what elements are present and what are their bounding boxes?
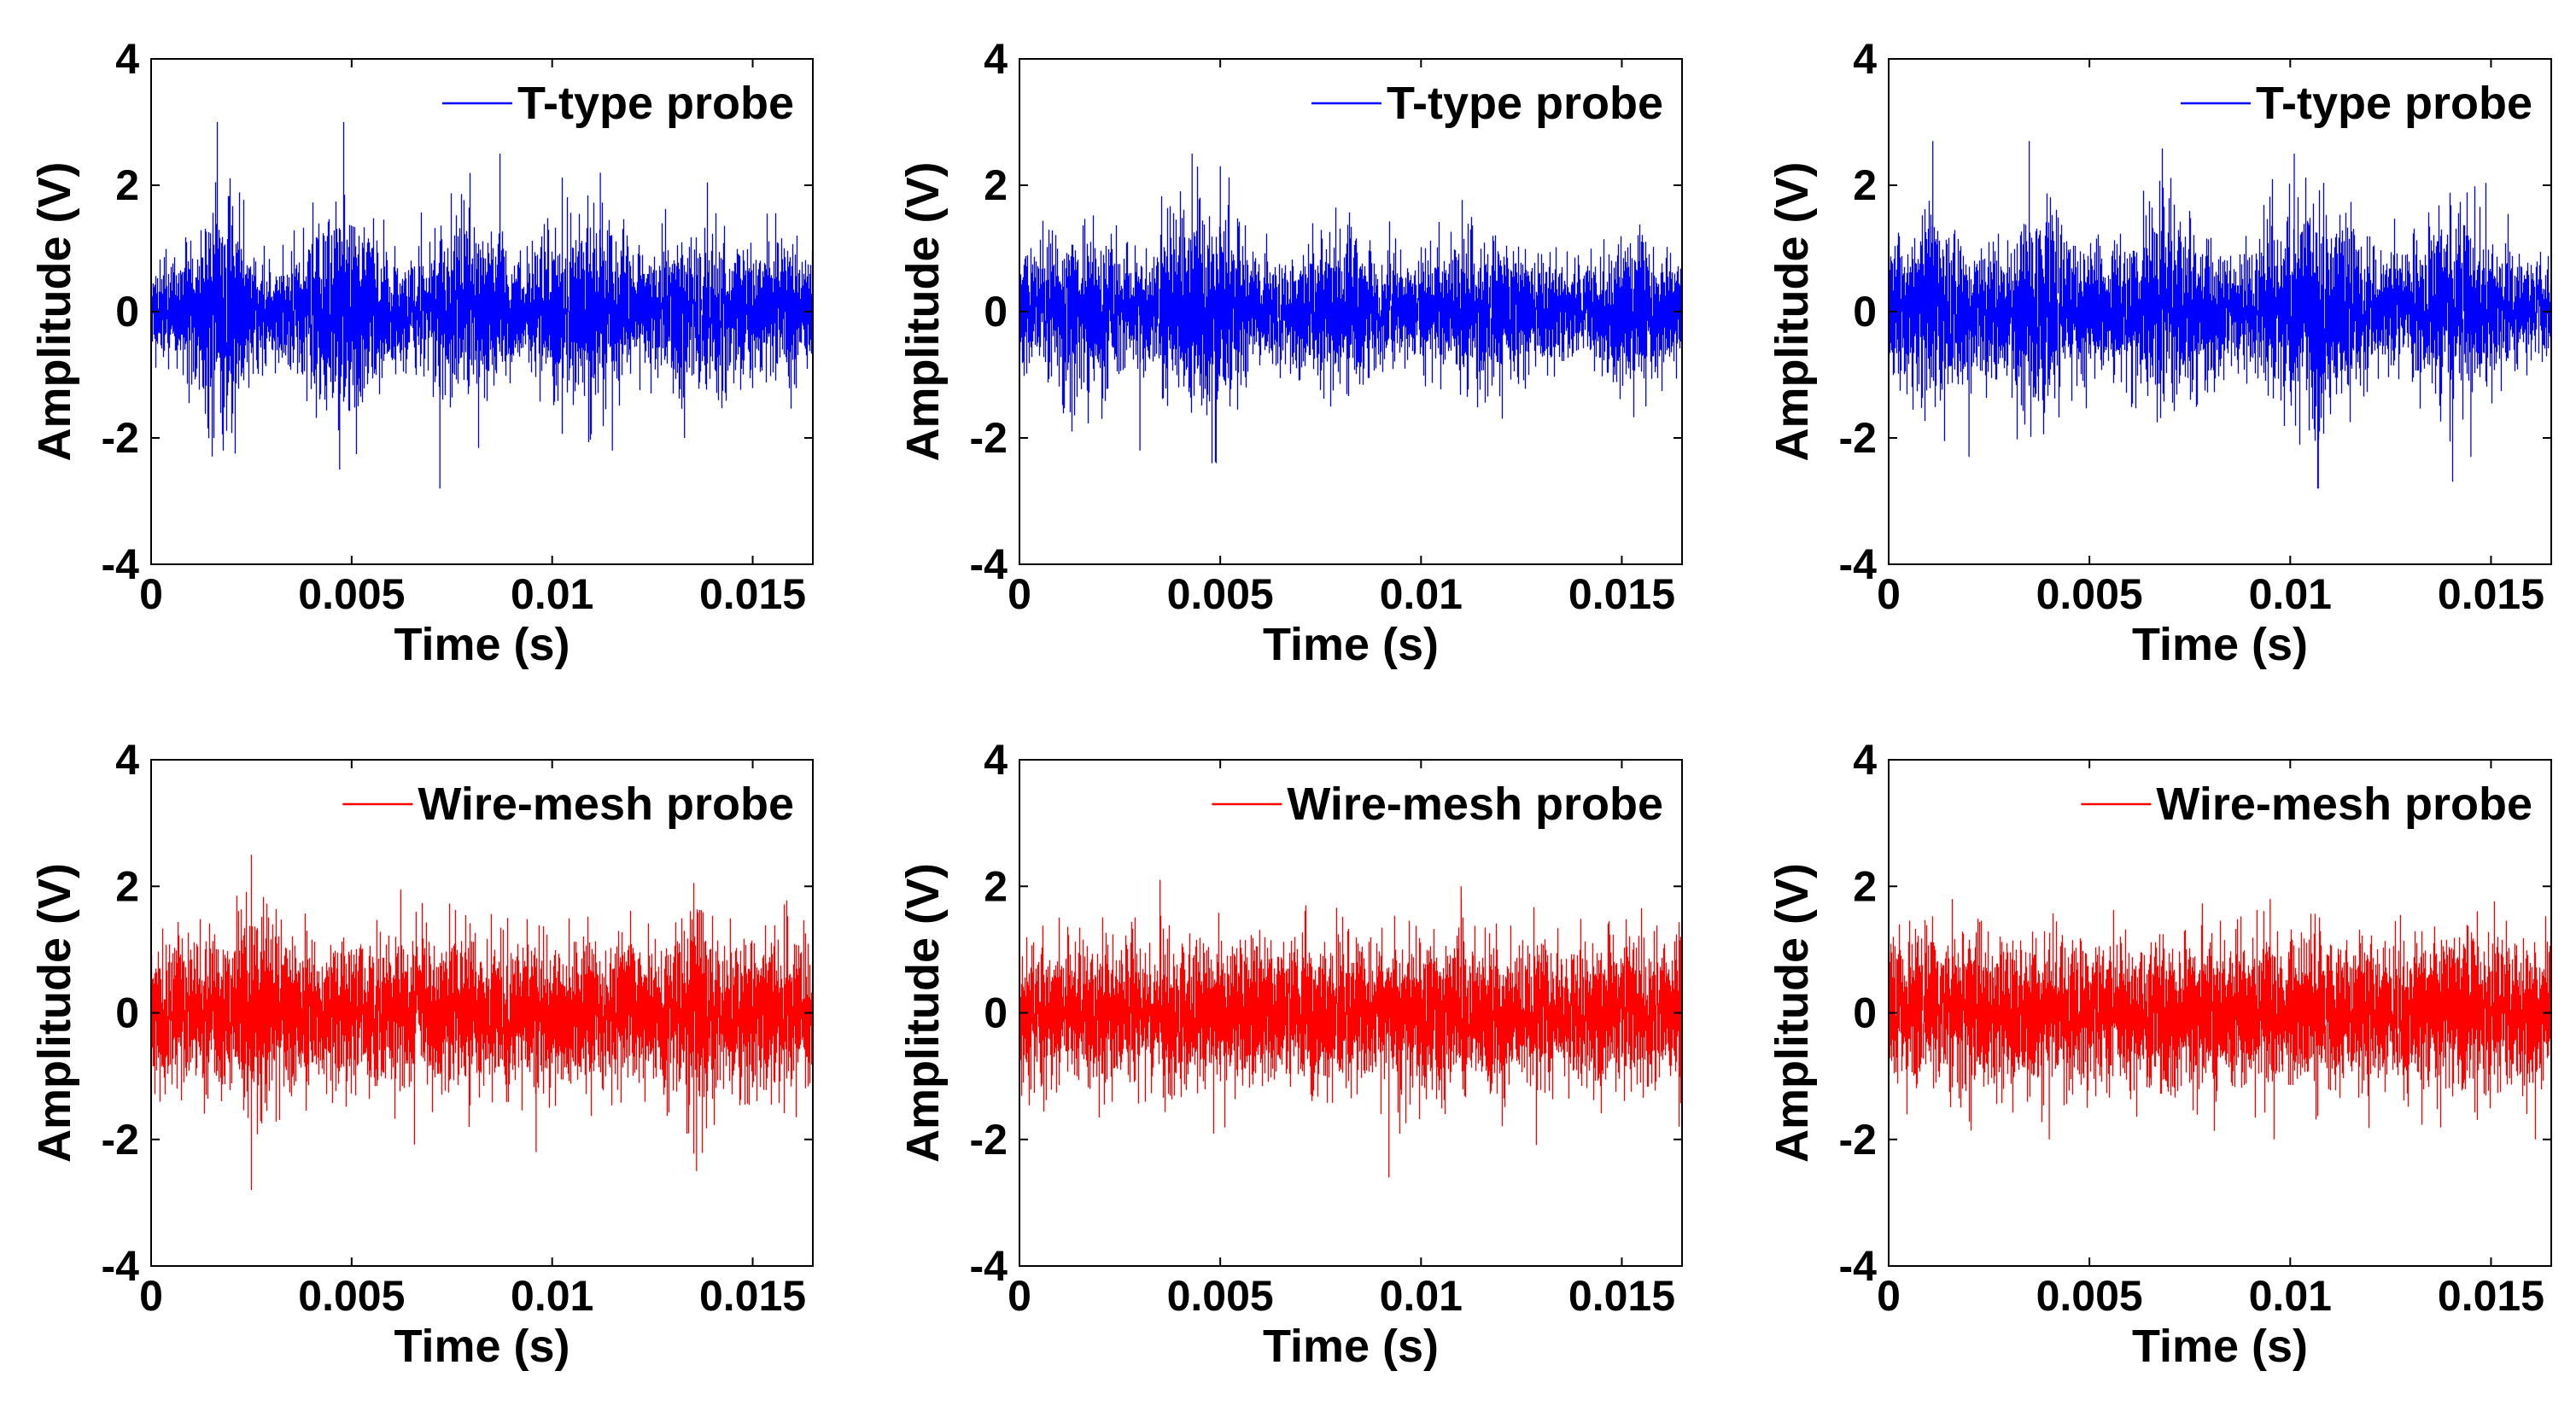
y-axis-label: Amplitude (V) xyxy=(897,162,949,462)
x-tick-label: 0.01 xyxy=(2249,570,2332,618)
y-tick-label: -4 xyxy=(1839,1242,1878,1290)
y-axis-label: Amplitude (V) xyxy=(1767,162,1818,462)
y-axis-label: Amplitude (V) xyxy=(29,863,80,1163)
y-tick-label: 2 xyxy=(115,161,139,209)
x-tick-label: 0.01 xyxy=(1380,570,1463,618)
series-line-2 xyxy=(1019,154,1683,464)
y-tick-label: 2 xyxy=(984,161,1008,209)
x-tick-label: 0.005 xyxy=(1167,570,1274,618)
x-tick-label: 0.015 xyxy=(1568,1272,1675,1320)
legend-label: Wire-mesh probe xyxy=(2156,779,2532,830)
y-tick-label: 4 xyxy=(1853,35,1877,83)
y-tick-label: 0 xyxy=(1853,288,1877,335)
y-tick-label: 0 xyxy=(984,288,1008,335)
y-tick-label: -2 xyxy=(102,414,139,462)
y-axis-label: Amplitude (V) xyxy=(29,162,80,462)
y-tick-label: -4 xyxy=(970,540,1008,588)
y-tick-label: -4 xyxy=(102,1242,140,1290)
y-tick-label: 0 xyxy=(115,288,139,335)
x-axis-label: Time (s) xyxy=(1263,619,1439,670)
legend-label: T-type probe xyxy=(1387,78,1663,129)
y-tick-label: 4 xyxy=(984,736,1008,784)
x-tick-label: 0.01 xyxy=(2249,1272,2332,1320)
y-tick-label: -2 xyxy=(970,414,1008,462)
y-axis-label: Amplitude (V) xyxy=(897,863,949,1163)
y-tick-label: 2 xyxy=(115,862,139,910)
x-tick-label: 0 xyxy=(1877,570,1901,618)
subplot-1: 0 0.005 0.01 0.015 -4 -2 0 2 4 Time (s) Amplitude … xyxy=(29,35,814,670)
y-tick-label: -2 xyxy=(102,1116,139,1164)
series-line-3 xyxy=(1888,141,2552,489)
subplot-4: 0 0.005 0.01 0.015 -4 -2 0 2 4 Time (s) Amplitude … xyxy=(29,736,814,1372)
x-tick-label: 0 xyxy=(139,1272,163,1320)
x-tick-label: 0.01 xyxy=(1380,1272,1463,1320)
x-tick-label: 0.015 xyxy=(699,1272,806,1320)
y-tick-label: 4 xyxy=(115,736,139,784)
series-line-5 xyxy=(1019,879,1683,1178)
x-tick-label: 0 xyxy=(1008,570,1031,618)
x-axis-label: Time (s) xyxy=(2132,1321,2308,1372)
series-line-1 xyxy=(150,122,814,489)
x-axis-label: Time (s) xyxy=(2132,619,2308,670)
series-line-4 xyxy=(150,855,814,1190)
y-tick-label: 0 xyxy=(984,989,1008,1037)
legend-label: Wire-mesh probe xyxy=(1287,779,1663,830)
x-tick-label: 0.015 xyxy=(699,570,806,618)
x-tick-label: 0.005 xyxy=(298,1272,405,1320)
y-tick-label: -4 xyxy=(102,540,140,588)
series-line-6 xyxy=(1888,899,2552,1140)
y-tick-label: 2 xyxy=(1853,161,1877,209)
y-tick-label: 0 xyxy=(1853,989,1877,1037)
subplot-2: 0 0.005 0.01 0.015 -4 -2 0 2 4 Time (s) Amplitude … xyxy=(897,35,1683,670)
x-axis-label: Time (s) xyxy=(394,1321,570,1372)
y-tick-label: 4 xyxy=(984,35,1008,83)
legend-label: Wire-mesh probe xyxy=(418,779,794,830)
x-tick-label: 0 xyxy=(139,570,163,618)
x-tick-label: 0.01 xyxy=(511,570,593,618)
y-axis-label: Amplitude (V) xyxy=(1767,863,1818,1163)
y-tick-label: -2 xyxy=(970,1116,1008,1164)
subplot-3: 0 0.005 0.01 0.015 -4 -2 0 2 4 Time (s) Amplitude … xyxy=(1767,35,2552,670)
y-tick-label: 4 xyxy=(115,35,139,83)
x-tick-label: 0.015 xyxy=(1568,570,1675,618)
x-tick-label: 0 xyxy=(1877,1272,1901,1320)
x-tick-label: 0.015 xyxy=(2438,570,2544,618)
legend-label: T-type probe xyxy=(517,78,794,129)
y-tick-label: -2 xyxy=(1839,414,1877,462)
x-tick-label: 0.005 xyxy=(2036,570,2143,618)
x-tick-label: 0.015 xyxy=(2438,1272,2544,1320)
subplot-5: 0 0.005 0.01 0.015 -4 -2 0 2 4 Time (s) Amplitude … xyxy=(897,736,1683,1372)
y-tick-label: -4 xyxy=(1839,540,1878,588)
x-tick-label: 0.01 xyxy=(511,1272,593,1320)
y-tick-label: 4 xyxy=(1853,736,1877,784)
y-tick-label: 0 xyxy=(115,989,139,1037)
x-tick-label: 0.005 xyxy=(1167,1272,1274,1320)
y-tick-label: -2 xyxy=(1839,1116,1877,1164)
y-tick-label: -4 xyxy=(970,1242,1008,1290)
x-tick-label: 0.005 xyxy=(2036,1272,2143,1320)
x-tick-label: 0.005 xyxy=(298,570,405,618)
y-tick-label: 2 xyxy=(1853,862,1877,910)
x-axis-label: Time (s) xyxy=(1263,1321,1439,1372)
legend-label: T-type probe xyxy=(2256,78,2532,129)
x-tick-label: 0 xyxy=(1008,1272,1031,1320)
x-axis-label: Time (s) xyxy=(394,619,570,670)
subplot-6: 0 0.005 0.01 0.015 -4 -2 0 2 4 Time (s) Amplitude … xyxy=(1767,736,2552,1372)
y-tick-label: 2 xyxy=(984,862,1008,910)
